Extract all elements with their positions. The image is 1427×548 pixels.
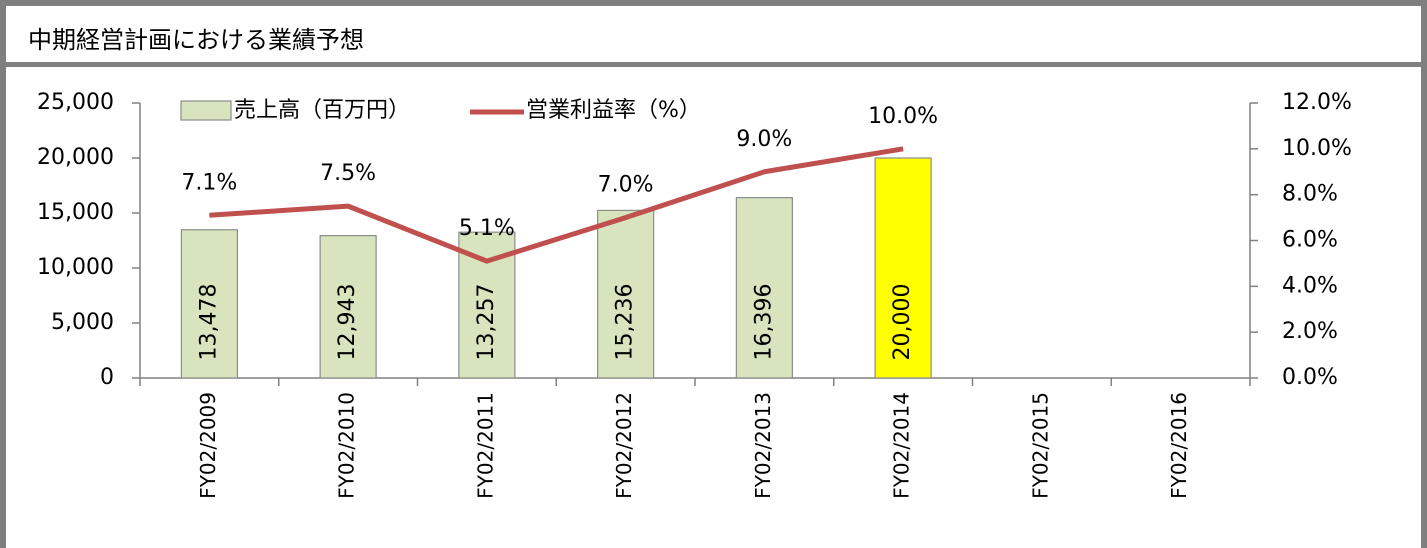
y-tick-label: 10,000 xyxy=(37,255,114,280)
bar-value-label: 15,236 xyxy=(613,284,638,361)
y2-tick-label: 0.0% xyxy=(1282,365,1338,390)
bar xyxy=(735,197,793,379)
line-value-label: 7.5% xyxy=(320,161,376,186)
y2-tick-label: 12.0% xyxy=(1282,90,1352,115)
y-tick-label: 15,000 xyxy=(37,200,114,225)
bar-value-label: 20,000 xyxy=(890,284,915,361)
x-tick-label: FY02/2010 xyxy=(335,392,359,499)
line-value-label: 10.0% xyxy=(868,104,938,129)
bar-value-label: 13,257 xyxy=(474,284,499,361)
x-tick-label: FY02/2015 xyxy=(1028,392,1052,499)
y-tick-label: 25,000 xyxy=(37,90,114,115)
line-value-label: 7.1% xyxy=(181,170,237,195)
line-value-label: 7.0% xyxy=(598,173,654,198)
y-tick-label: 20,000 xyxy=(37,145,114,170)
x-tick-label: FY02/2014 xyxy=(890,392,914,499)
bar-value-label: 12,943 xyxy=(335,284,360,361)
bar-value-label: 16,396 xyxy=(751,284,776,361)
x-tick-label: FY02/2009 xyxy=(196,392,220,499)
bar xyxy=(874,157,932,379)
line-value-label: 5.1% xyxy=(459,216,515,241)
legend-label: 売上高（百万円） xyxy=(234,98,410,123)
bar xyxy=(597,209,655,379)
x-tick-label: FY02/2013 xyxy=(751,392,775,499)
line xyxy=(209,146,904,264)
y-tick-label: 0 xyxy=(100,365,114,390)
x-tick-label: FY02/2012 xyxy=(612,392,636,499)
bar-value-label: 13,478 xyxy=(196,284,221,361)
legend-label: 営業利益率（%） xyxy=(526,98,701,123)
bar xyxy=(319,235,377,379)
y2-tick-label: 2.0% xyxy=(1282,319,1338,344)
y2-tick-label: 6.0% xyxy=(1282,228,1338,253)
y2-tick-label: 10.0% xyxy=(1282,136,1352,161)
x-tick-label: FY02/2016 xyxy=(1167,392,1191,499)
x-tick-label: FY02/2011 xyxy=(473,392,497,499)
chart-title: 中期経営計画における業績予想 xyxy=(28,26,364,54)
y2-tick-label: 4.0% xyxy=(1282,273,1338,298)
legend-swatch xyxy=(180,100,232,121)
y-tick-label: 5,000 xyxy=(51,310,114,335)
y2-tick-label: 8.0% xyxy=(1282,182,1338,207)
line-value-label: 9.0% xyxy=(736,127,792,152)
header: 中期経営計画における業績予想 xyxy=(6,6,1421,67)
bar xyxy=(180,229,238,379)
